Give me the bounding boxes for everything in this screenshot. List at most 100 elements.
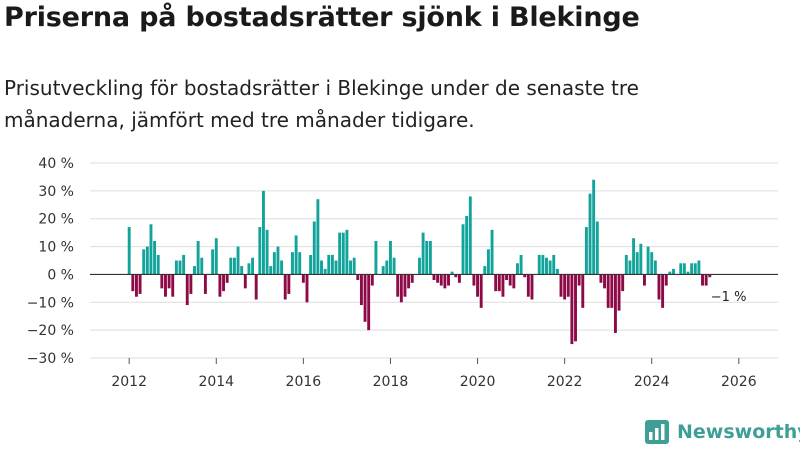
bar[interactable] [428, 241, 432, 275]
bar[interactable] [468, 196, 472, 275]
bar[interactable] [171, 274, 175, 297]
bar[interactable] [349, 260, 352, 275]
bar[interactable] [505, 274, 509, 280]
bar[interactable] [232, 257, 236, 275]
bar[interactable] [341, 232, 345, 275]
bar[interactable] [436, 274, 440, 283]
bar[interactable] [374, 241, 378, 275]
bar[interactable] [316, 199, 320, 275]
bar[interactable] [643, 274, 646, 286]
bar[interactable] [330, 254, 334, 275]
bar[interactable] [653, 260, 657, 275]
bar[interactable] [617, 274, 621, 311]
bar[interactable] [167, 274, 171, 289]
bar[interactable] [320, 260, 323, 275]
bar[interactable] [294, 235, 298, 275]
newsworthy-logo[interactable]: Newsworthy [645, 420, 800, 444]
bar[interactable] [262, 190, 265, 275]
bar[interactable] [127, 227, 131, 275]
bar[interactable] [646, 246, 650, 275]
bar[interactable] [174, 260, 178, 275]
bar[interactable] [541, 254, 545, 275]
bar[interactable] [508, 274, 512, 286]
bar[interactable] [403, 274, 407, 297]
bar[interactable] [247, 263, 251, 275]
bar[interactable] [501, 274, 505, 297]
bar[interactable] [182, 254, 186, 275]
bar[interactable] [552, 254, 556, 275]
bar[interactable] [559, 274, 563, 297]
bar[interactable] [450, 271, 454, 275]
bar[interactable] [606, 274, 610, 308]
bar[interactable] [200, 257, 204, 275]
bar[interactable] [240, 266, 244, 275]
bar[interactable] [309, 254, 313, 275]
bar[interactable] [131, 274, 135, 292]
bar[interactable] [156, 254, 160, 275]
bar[interactable] [164, 274, 167, 297]
bar[interactable] [298, 252, 302, 275]
bar[interactable] [396, 274, 400, 297]
bar[interactable] [603, 274, 606, 289]
bar[interactable] [613, 274, 617, 333]
bar[interactable] [203, 274, 207, 294]
bar[interactable] [392, 257, 396, 275]
bar[interactable] [305, 274, 309, 303]
bar[interactable] [690, 263, 694, 275]
bar[interactable] [635, 252, 639, 275]
bar[interactable] [628, 260, 632, 275]
bar[interactable] [385, 260, 389, 275]
bar[interactable] [457, 274, 461, 283]
bar[interactable] [479, 274, 483, 308]
bar[interactable] [193, 266, 196, 275]
bar[interactable] [381, 266, 385, 275]
bar[interactable] [679, 263, 683, 275]
bar[interactable] [486, 249, 490, 275]
bar[interactable] [389, 241, 392, 275]
bar[interactable] [243, 274, 247, 289]
bar[interactable] [418, 257, 421, 275]
bar[interactable] [356, 274, 360, 280]
bar[interactable] [149, 224, 153, 275]
bar[interactable] [545, 257, 548, 275]
bar[interactable] [134, 274, 138, 297]
bar[interactable] [472, 274, 476, 286]
bar[interactable] [595, 221, 599, 275]
bar[interactable] [254, 274, 258, 300]
bar[interactable] [632, 238, 636, 275]
bar[interactable] [142, 249, 146, 275]
bar[interactable] [584, 227, 588, 275]
bar[interactable] [301, 274, 305, 283]
bar[interactable] [334, 260, 338, 275]
bar[interactable] [461, 224, 465, 275]
bar[interactable] [280, 260, 284, 275]
bar[interactable] [283, 274, 287, 300]
bar[interactable] [425, 241, 429, 275]
bar[interactable] [421, 232, 425, 275]
bar[interactable] [599, 274, 603, 283]
bar[interactable] [251, 257, 255, 275]
bar[interactable] [701, 274, 704, 286]
bar[interactable] [530, 274, 534, 300]
bar[interactable] [465, 215, 469, 275]
bar[interactable] [476, 274, 479, 297]
bar[interactable] [269, 266, 273, 275]
bar[interactable] [312, 221, 316, 275]
bar[interactable] [345, 229, 349, 275]
bar[interactable] [537, 254, 541, 275]
bar[interactable] [138, 274, 142, 294]
bar[interactable] [222, 274, 225, 292]
bar[interactable] [672, 268, 675, 275]
bar[interactable] [439, 274, 443, 286]
bar[interactable] [548, 260, 552, 275]
bar[interactable] [265, 229, 269, 275]
bar[interactable] [236, 246, 240, 275]
bar[interactable] [229, 257, 233, 275]
bar[interactable] [225, 274, 229, 283]
bar[interactable] [639, 243, 643, 275]
bar[interactable] [577, 274, 581, 286]
bar[interactable] [185, 274, 189, 306]
bar[interactable] [668, 271, 672, 275]
bar[interactable] [287, 274, 291, 294]
bar[interactable] [338, 232, 342, 275]
